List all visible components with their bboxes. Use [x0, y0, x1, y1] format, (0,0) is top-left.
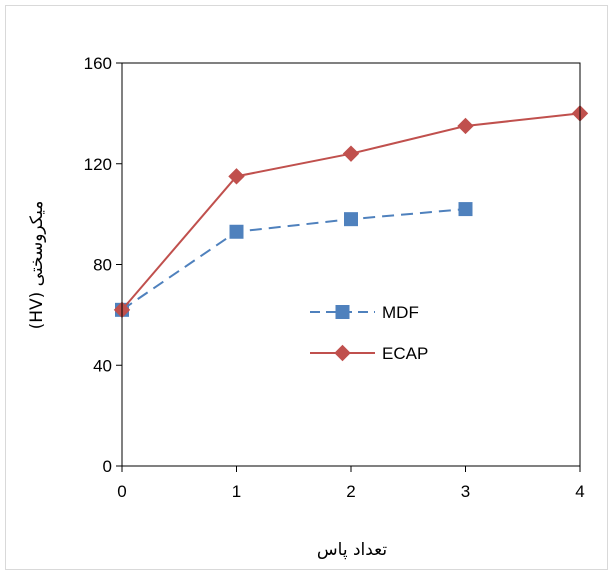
y-tick-label-0: 0 — [103, 457, 112, 476]
legend-marker-mdf — [335, 305, 350, 319]
legend: MDF ECAP — [310, 303, 428, 363]
y-axis-title: میکروسختی (HV) — [27, 201, 47, 330]
plot-area-border — [121, 62, 581, 467]
chart-frame — [5, 5, 608, 570]
series-line-mdf — [121, 208, 466, 311]
y-tick-label-2: 80 — [93, 256, 112, 275]
legend-marker-ecap — [334, 344, 351, 362]
y-tick-label-4: 160 — [84, 54, 112, 73]
data-point-ecap-2 — [342, 145, 360, 162]
legend-label-mdf: MDF — [382, 303, 419, 322]
y-tick-label-3: 120 — [84, 155, 112, 174]
data-point-ecap-1 — [228, 168, 245, 185]
legend-label-ecap: ECAP — [382, 344, 428, 363]
data-point-mdf-1 — [229, 224, 244, 239]
x-tick-label-0: 0 — [117, 482, 126, 501]
x-tick-label-2: 2 — [346, 482, 355, 501]
series-line-ecap — [121, 112, 581, 311]
x-tick-label-4: 4 — [575, 482, 584, 501]
x-axis-title: تعداد پاس — [317, 540, 387, 560]
series-layer — [113, 105, 589, 319]
x-tick-label-1: 1 — [232, 482, 241, 501]
data-point-ecap-3 — [457, 117, 474, 135]
y-tick-label-1: 40 — [93, 356, 112, 375]
data-point-mdf-3 — [458, 202, 473, 217]
data-point-mdf-2 — [344, 212, 358, 227]
axes-layer: 0 40 80 120 160 0 1 2 3 4 — [84, 54, 585, 501]
x-tick-label-3: 3 — [461, 482, 470, 501]
